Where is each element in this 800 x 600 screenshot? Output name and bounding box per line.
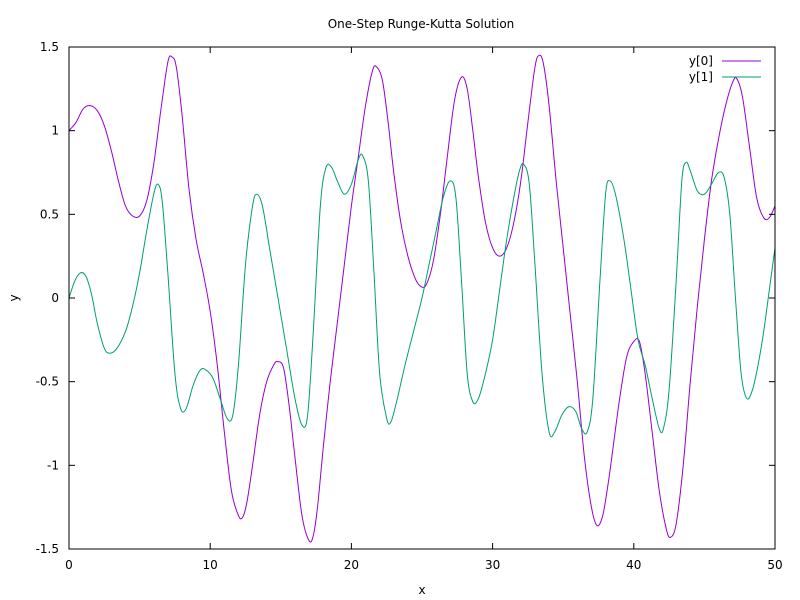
x-axis-label: x (418, 583, 425, 597)
plot-area (69, 54, 775, 543)
legend-label: y[1] (689, 70, 713, 84)
x-tick-label: 40 (626, 558, 641, 572)
y-tick-label: -1 (47, 458, 59, 472)
x-tick-label: 10 (203, 558, 218, 572)
y-tick-label: -1.5 (36, 542, 59, 556)
x-tick-label: 20 (344, 558, 359, 572)
x-tick-label: 50 (767, 558, 782, 572)
x-tick-label: 0 (65, 558, 73, 572)
series-line-1 (69, 153, 775, 438)
legend: y[0] y[1] (689, 54, 761, 84)
series-line-0 (69, 54, 775, 543)
y-tick-label: 1.5 (40, 40, 59, 54)
y-axis-label: y (7, 294, 21, 301)
legend-label: y[0] (689, 54, 713, 68)
axis-ticks: 0 10 20 30 40 50 -1.5 -1 -0.5 0 0.5 1 1.5 (36, 40, 783, 572)
y-tick-label: 1 (51, 124, 59, 138)
chart-title: One-Step Runge-Kutta Solution (328, 17, 515, 31)
y-tick-label: 0.5 (40, 207, 59, 221)
y-tick-label: 0 (51, 291, 59, 305)
x-tick-label: 30 (485, 558, 500, 572)
y-tick-label: -0.5 (36, 375, 59, 389)
